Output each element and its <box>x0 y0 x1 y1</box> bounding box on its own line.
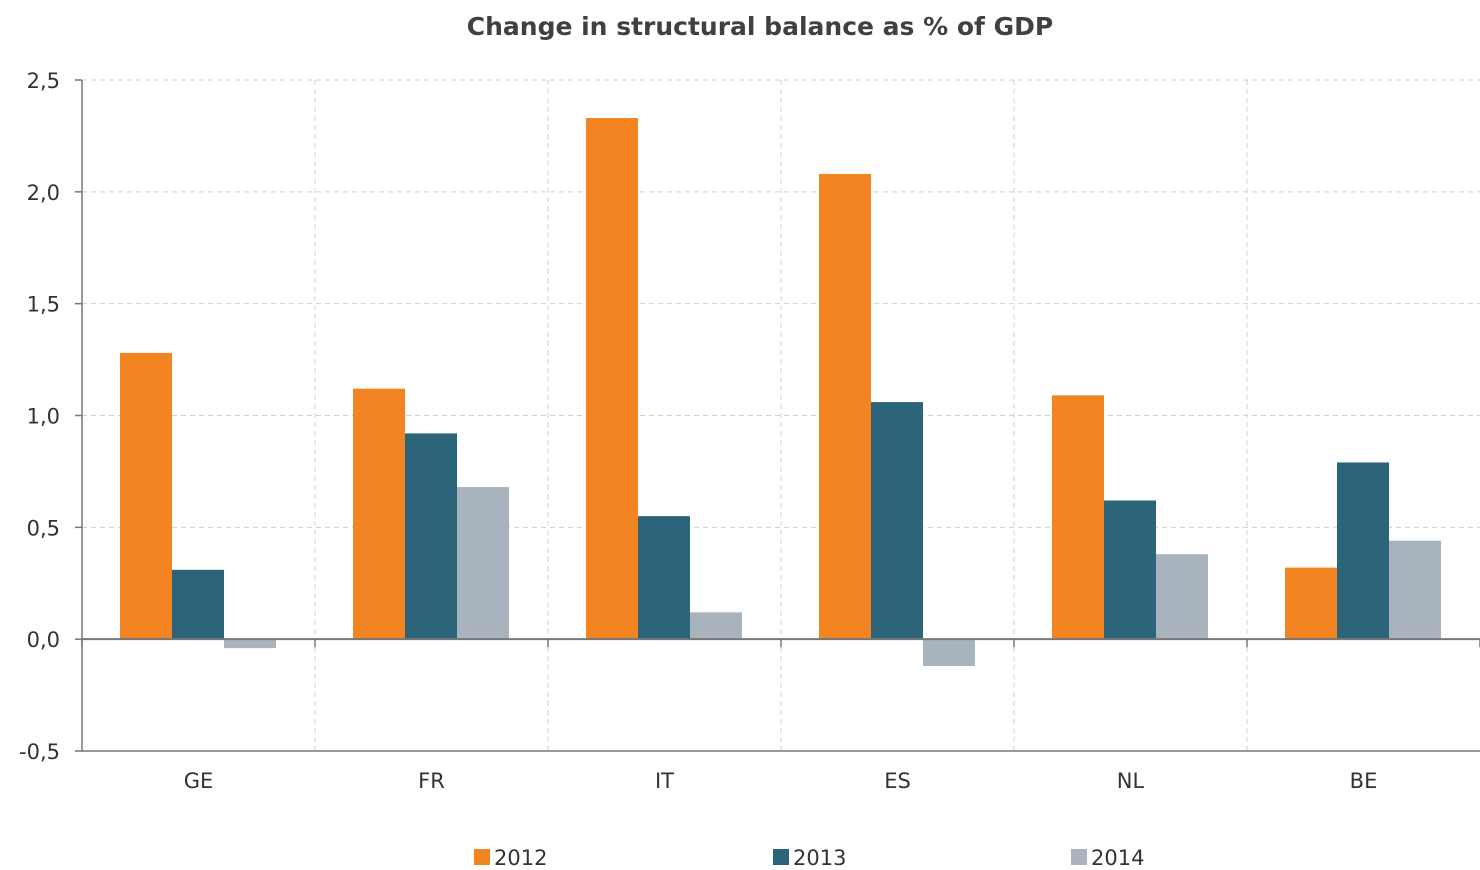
x-tick-label-FR: FR <box>418 769 445 793</box>
y-tick-label: 1,0 <box>27 405 60 429</box>
bar-ES-2014 <box>923 639 975 667</box>
bar-IT-2012 <box>586 118 638 640</box>
bar-NL-2012 <box>1052 395 1104 640</box>
y-tick-label: 2,0 <box>27 181 60 205</box>
x-tick-label-ES: ES <box>884 769 911 793</box>
x-tick-label-BE: BE <box>1350 769 1378 793</box>
bar-GE-2014 <box>224 639 276 649</box>
legend: 2012 2013 2014 <box>474 846 1144 870</box>
bar-IT-2014 <box>690 612 742 640</box>
legend-swatch-2014 <box>1071 849 1087 865</box>
bar-NL-2013 <box>1104 500 1156 640</box>
bar-FR-2014 <box>457 487 509 640</box>
chart-title: Change in structural balance as % of GDP <box>467 12 1053 41</box>
y-tick-label: 0,5 <box>27 516 60 540</box>
y-tick-label: 1,5 <box>27 293 60 317</box>
legend-label-2014: 2014 <box>1091 846 1144 870</box>
legend-swatch-2013 <box>773 849 789 865</box>
legend-label-2012: 2012 <box>494 846 547 870</box>
y-tick-label: -0,5 <box>19 740 60 764</box>
bar-BE-2014 <box>1389 540 1441 640</box>
bar-GE-2012 <box>120 352 172 640</box>
bar-GE-2013 <box>172 569 224 640</box>
x-tick-label-NL: NL <box>1117 769 1145 793</box>
x-tick-label-GE: GE <box>184 769 214 793</box>
x-tick-label-IT: IT <box>655 769 674 793</box>
bar-ES-2013 <box>871 402 923 640</box>
bar-FR-2013 <box>405 433 457 640</box>
gridlines <box>82 79 1480 752</box>
legend-swatch-2012 <box>474 849 490 865</box>
y-tick-label: 0,0 <box>27 628 60 652</box>
y-axis-ticks: -0,5 0,0 0,5 1,0 1,5 2,0 2,5 <box>19 69 82 764</box>
bar-ES-2012 <box>819 173 871 640</box>
bar-BE-2012 <box>1285 567 1337 640</box>
bars <box>120 118 1441 667</box>
bar-NL-2014 <box>1156 554 1208 640</box>
x-axis-ticks: GE FR IT ES NL BE <box>184 769 1378 793</box>
bar-FR-2012 <box>353 388 405 640</box>
bar-BE-2013 <box>1337 462 1389 640</box>
legend-label-2013: 2013 <box>793 846 846 870</box>
y-tick-label: 2,5 <box>27 69 60 93</box>
bar-IT-2013 <box>638 516 690 640</box>
